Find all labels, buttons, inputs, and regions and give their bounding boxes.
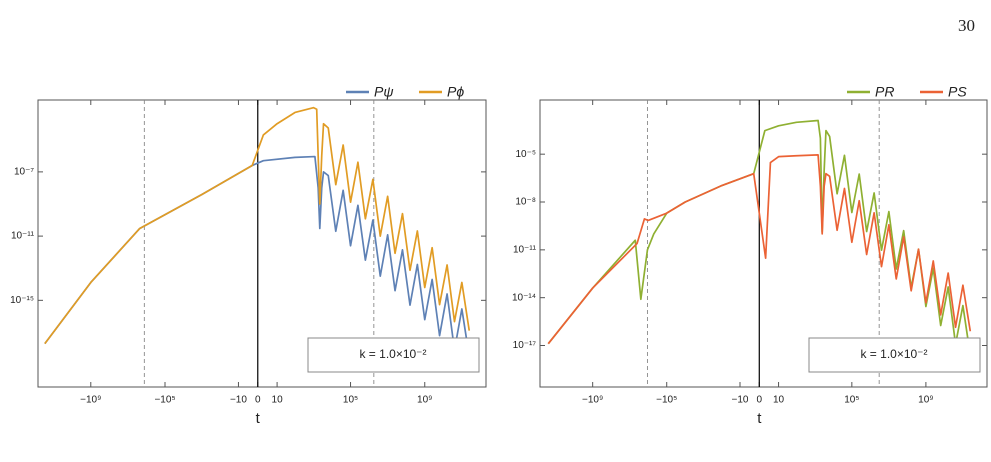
- x-tick-label: 10⁹: [417, 395, 432, 406]
- annotation-box: [307, 337, 480, 373]
- x-tick-label: 10: [272, 395, 284, 406]
- x-tick-label: −10⁵: [656, 395, 677, 406]
- legend-label: Pϕ: [447, 84, 464, 100]
- x-tick-label: −10⁵: [154, 395, 175, 406]
- series-line: [44, 155, 471, 357]
- page-number: 30: [958, 16, 975, 35]
- x-tick-label: 10⁵: [343, 395, 358, 406]
- x-tick-label: 10⁵: [844, 395, 859, 406]
- y-tick-label: 10⁻⁸: [515, 197, 536, 208]
- series-group: [547, 119, 972, 356]
- x-axis-label: t: [757, 410, 762, 427]
- x-tick-label: 10⁹: [918, 395, 933, 406]
- x-tick-label: 0: [756, 395, 762, 406]
- y-tick-label: 10⁻¹⁷: [513, 340, 537, 351]
- x-axis-label: t: [256, 410, 261, 427]
- legend-label: PR: [875, 84, 894, 100]
- x-tick-label: −10: [732, 395, 749, 406]
- x-tick-label: 10: [773, 395, 785, 406]
- x-tick-label: −10⁹: [582, 395, 603, 406]
- y-tick-label: 10⁻¹⁵: [10, 295, 34, 306]
- legend-label: Pψ: [374, 84, 394, 100]
- series-group: [44, 106, 471, 357]
- plot-frame: [37, 99, 487, 388]
- series-line: [44, 106, 471, 345]
- y-tick-label: 10⁻¹⁴: [512, 292, 536, 303]
- legend-label: PS: [948, 84, 967, 100]
- y-tick-label: 10⁻¹¹: [11, 231, 35, 242]
- y-tick-label: 10⁻⁷: [14, 167, 34, 178]
- x-tick-label: −10⁹: [80, 395, 101, 406]
- plot-frame: [539, 99, 988, 388]
- y-tick-label: 10⁻¹¹: [513, 244, 537, 255]
- x-tick-label: 0: [255, 395, 261, 406]
- annotation: k = 1.0×10⁻²: [860, 347, 927, 361]
- x-tick-label: −10: [230, 395, 247, 406]
- annotation: k = 1.0×10⁻²: [359, 347, 426, 361]
- annotation-box: [808, 337, 981, 373]
- series-line: [547, 154, 972, 345]
- y-tick-label: 10⁻⁵: [515, 149, 536, 160]
